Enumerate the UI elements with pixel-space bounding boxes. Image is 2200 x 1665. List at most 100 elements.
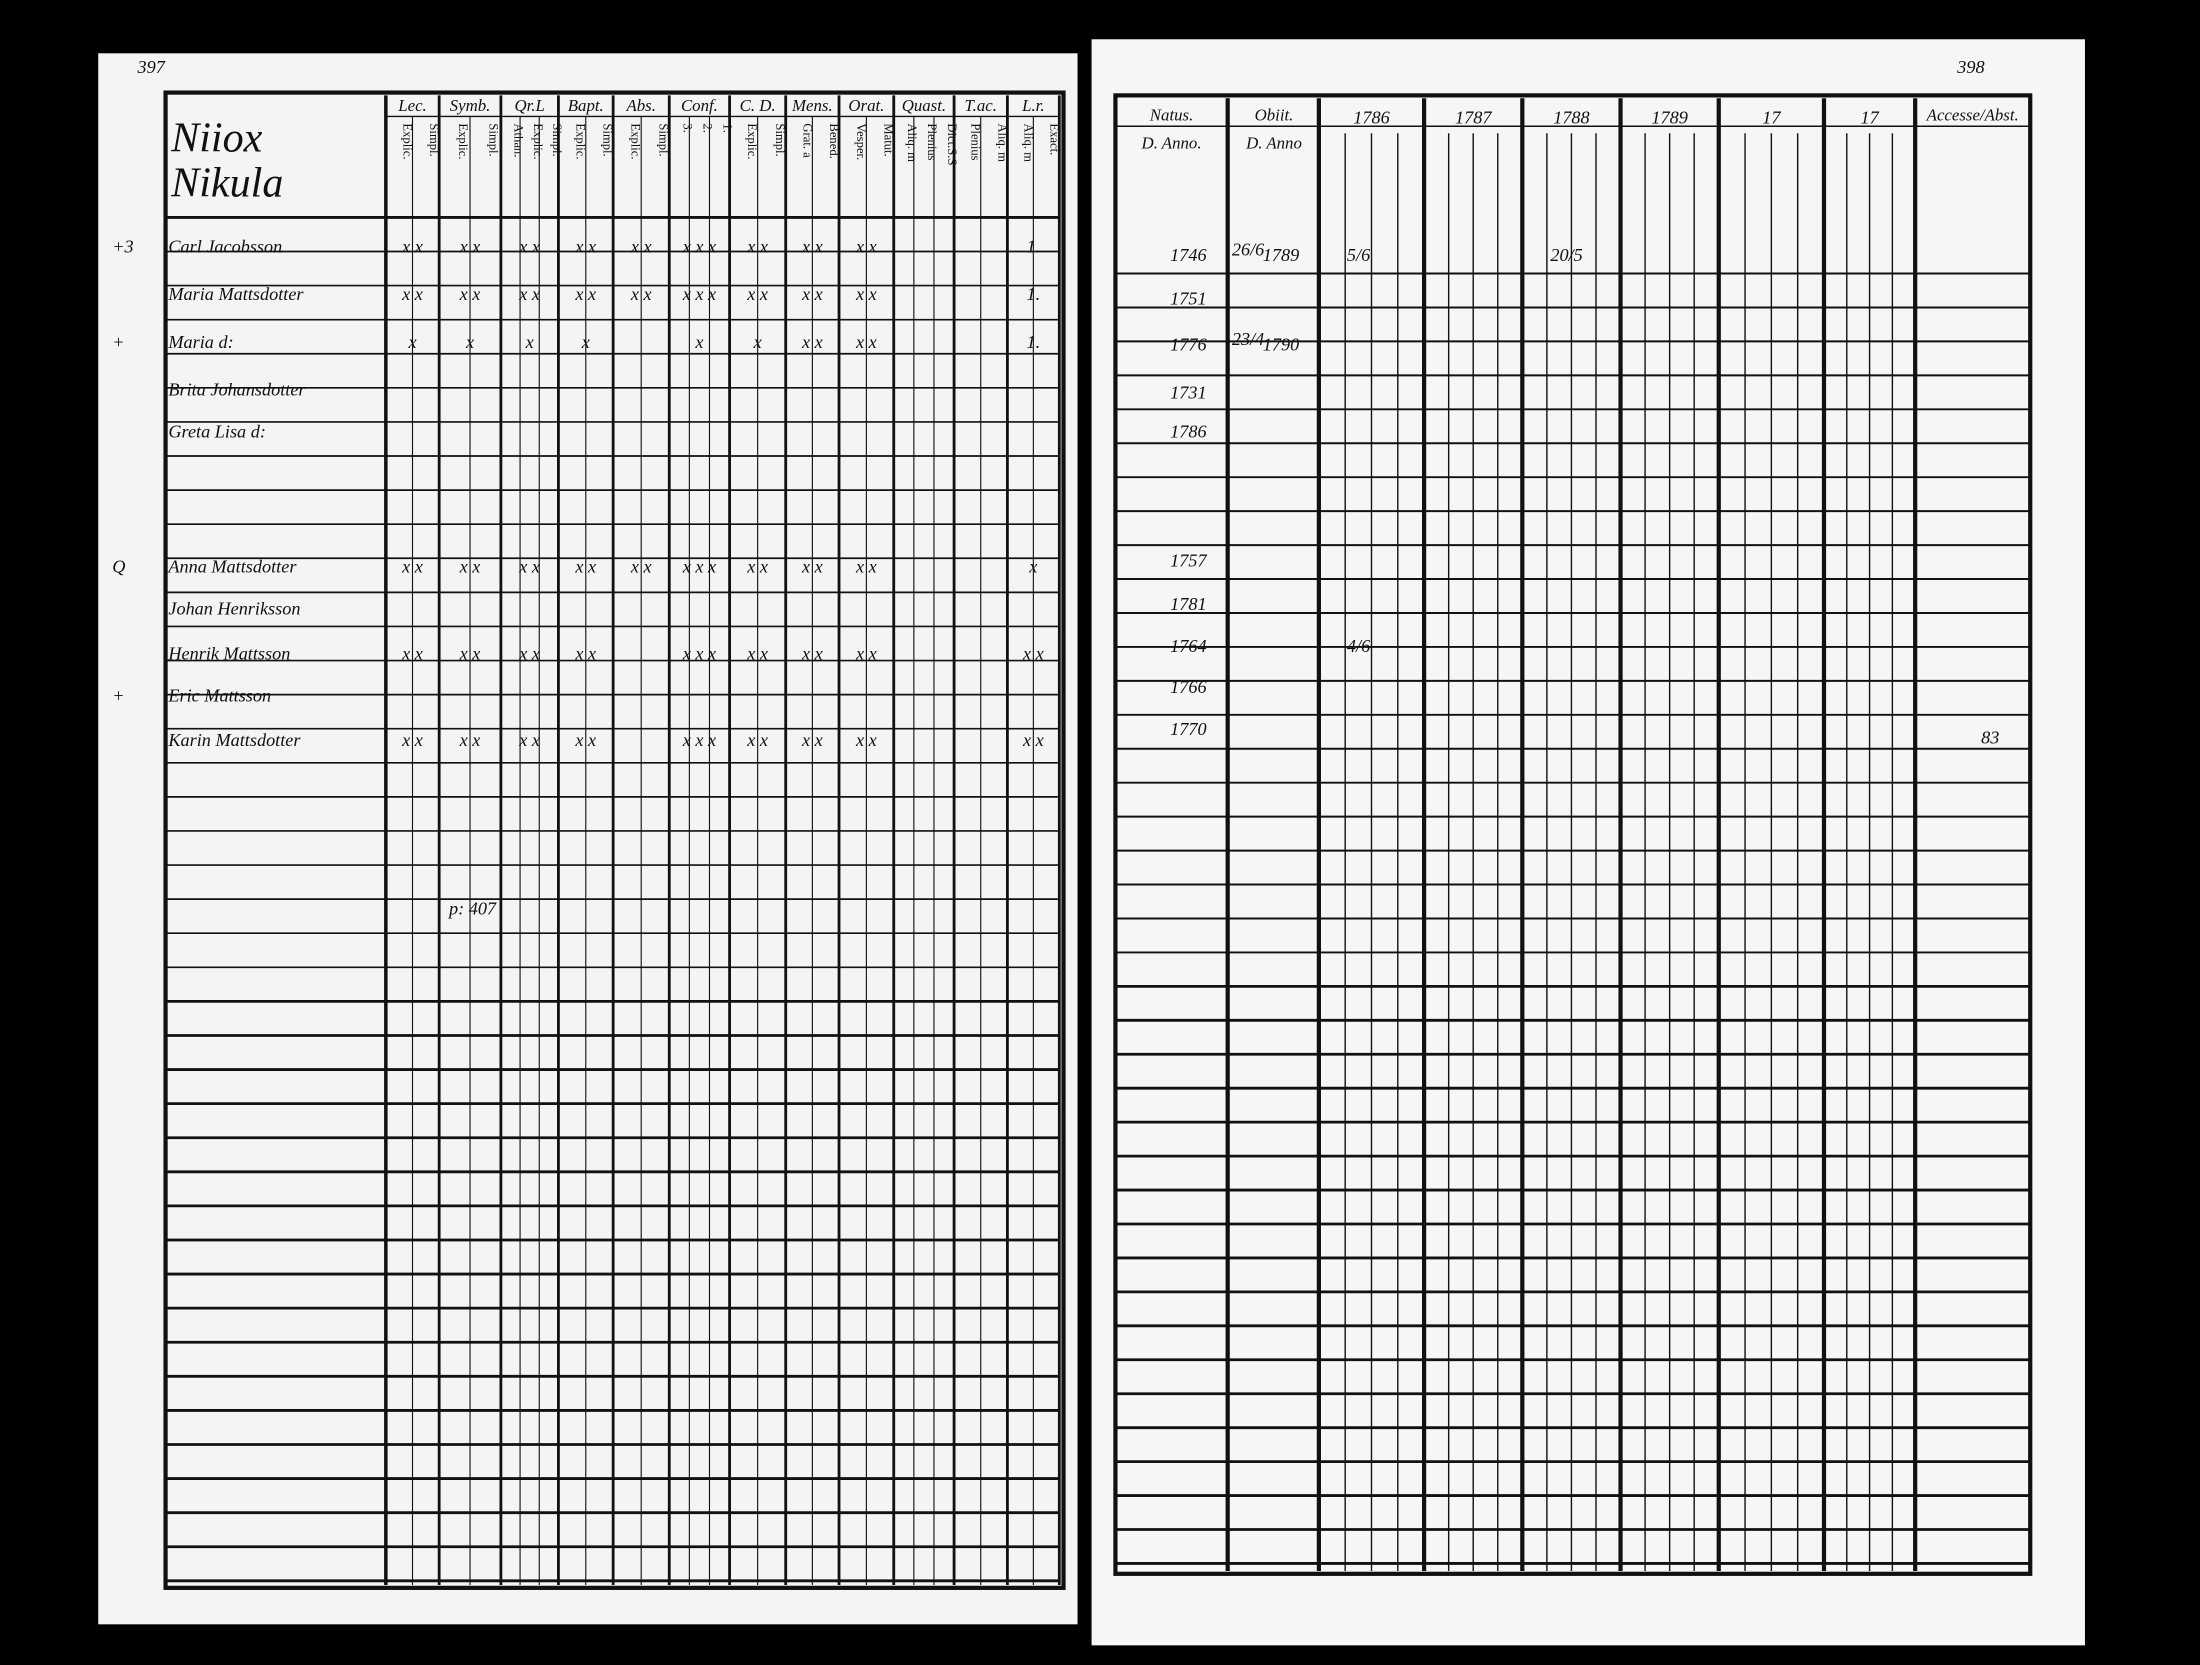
catechism-mark: x x xyxy=(801,284,823,304)
catechism-mark: x x xyxy=(855,643,877,663)
catechism-mark: x xyxy=(694,332,703,352)
catechism-mark: x x xyxy=(518,236,540,256)
catechism-mark: x x x xyxy=(682,643,716,663)
catechism-mark: x x xyxy=(855,556,877,576)
column-group: Bapt. xyxy=(568,96,604,115)
person-name: Carl Jacobsson xyxy=(168,236,282,256)
column-group: Mens. xyxy=(791,96,833,115)
column-group: L.r. xyxy=(1021,96,1044,115)
person-name: Maria Mattsdotter xyxy=(167,284,304,304)
catechism-mark: x x xyxy=(855,284,877,304)
column-group: C. D. xyxy=(740,96,776,115)
catechism-mark: x xyxy=(525,332,534,352)
moved-note: 83 xyxy=(1981,727,1999,747)
catechism-mark: 1. xyxy=(1027,284,1041,304)
person-name: Anna Mattsdotter xyxy=(167,556,297,576)
catechism-mark: x xyxy=(407,332,416,352)
catechism-mark: x xyxy=(581,332,590,352)
catechism-mark: x x xyxy=(401,643,423,663)
right-frame xyxy=(1113,93,2033,1576)
catechism-mark: x xyxy=(465,332,474,352)
column-sub: Bened. xyxy=(827,123,841,158)
person-name: Maria d: xyxy=(167,332,233,352)
person-name: Karin Mattsdotter xyxy=(167,730,301,750)
right-sheet xyxy=(1091,39,2085,1646)
catechism-mark: x x xyxy=(855,730,877,750)
column-group: Qr.L xyxy=(514,96,544,115)
row-symbol: + xyxy=(112,332,124,352)
catechism-mark: x x xyxy=(518,556,540,576)
column-sub: Aliq. m xyxy=(995,123,1009,162)
column-group: Lec. xyxy=(397,96,427,115)
column-sub: Matut. xyxy=(881,123,895,156)
note: p: 407 xyxy=(447,899,497,919)
column-group: Conf. xyxy=(681,96,718,115)
catechism-mark: x x xyxy=(518,730,540,750)
catechism-mark: x x x xyxy=(682,236,716,256)
catechism-mark: x x xyxy=(459,236,481,256)
column-group: Orat. xyxy=(848,96,884,115)
catechism-mark: x x xyxy=(855,236,877,256)
year-header: 1787 xyxy=(1455,107,1492,127)
column-sub: Explic. xyxy=(573,123,587,159)
column-sub: Explic. xyxy=(745,123,759,159)
birth-year: 1751 xyxy=(1170,288,1206,308)
column-group: Obiit. xyxy=(1255,106,1294,125)
year-entry: 5/6 xyxy=(1347,245,1371,265)
person-name: Eric Mattsson xyxy=(167,685,271,705)
year-header: 1786 xyxy=(1353,107,1390,127)
birth-year: 1770 xyxy=(1170,719,1206,739)
column-group: T.ac. xyxy=(965,96,997,115)
row-symbol: + xyxy=(112,685,124,705)
column-sub: 3. xyxy=(681,123,695,132)
year-header: 1788 xyxy=(1553,107,1589,127)
page-number: 397 xyxy=(136,57,165,77)
catechism-mark: x x xyxy=(630,556,652,576)
catechism-mark: x x xyxy=(801,643,823,663)
catechism-mark: 1. xyxy=(1027,236,1041,256)
row-symbol: Q xyxy=(112,556,125,576)
column-sub: Explic. xyxy=(400,123,414,159)
person-name: Johan Henriksson xyxy=(168,598,300,618)
catechism-mark: x x xyxy=(574,556,596,576)
catechism-mark: x x xyxy=(459,730,481,750)
catechism-mark: x x xyxy=(801,556,823,576)
column-sub: Simpl. xyxy=(656,123,670,156)
column-sub: D. Anno. xyxy=(1141,134,1202,153)
birth-year: 1781 xyxy=(1170,594,1206,614)
catechism-mark: x x xyxy=(1022,643,1044,663)
column-sub: Simpl. xyxy=(601,123,615,156)
catechism-mark: x x xyxy=(746,284,768,304)
column-sub: Exact. xyxy=(1048,123,1062,155)
left-frame xyxy=(163,90,1066,1590)
person-name: Brita Johansdotter xyxy=(168,380,306,400)
catechism-mark: x x xyxy=(574,643,596,663)
column-sub: Simpl. xyxy=(550,123,564,156)
catechism-mark: x x xyxy=(746,730,768,750)
catechism-mark: x x xyxy=(746,643,768,663)
year-header: 1789 xyxy=(1651,107,1687,127)
catechism-mark: x x xyxy=(574,730,596,750)
death-year: 1790 xyxy=(1263,335,1299,355)
birth-year: 1766 xyxy=(1170,677,1207,697)
page-number: 398 xyxy=(1956,57,1984,77)
column-sub: Dict.S.S xyxy=(945,123,959,165)
catechism-mark: x x xyxy=(401,284,423,304)
column-group: Accesse/Abst. xyxy=(1926,106,2019,125)
row-symbol: +3 xyxy=(112,236,133,256)
column-sub: Aliq. m xyxy=(905,123,919,162)
catechism-mark: x x xyxy=(746,236,768,256)
column-sub: Grat. a xyxy=(800,123,814,158)
catechism-mark: x x xyxy=(630,284,652,304)
catechism-mark: x x xyxy=(801,332,823,352)
birth-year: 1746 xyxy=(1170,245,1207,265)
birth-year: 1764 xyxy=(1170,636,1206,656)
catechism-mark: x x xyxy=(518,643,540,663)
column-sub: Vesper. xyxy=(854,123,868,160)
catechism-mark: x x xyxy=(401,556,423,576)
catechism-mark: x x xyxy=(574,236,596,256)
death-day: 23/4 xyxy=(1232,329,1264,349)
catechism-mark: x x xyxy=(855,332,877,352)
catechism-mark: x xyxy=(1028,556,1037,576)
catechism-mark: x xyxy=(753,332,762,352)
